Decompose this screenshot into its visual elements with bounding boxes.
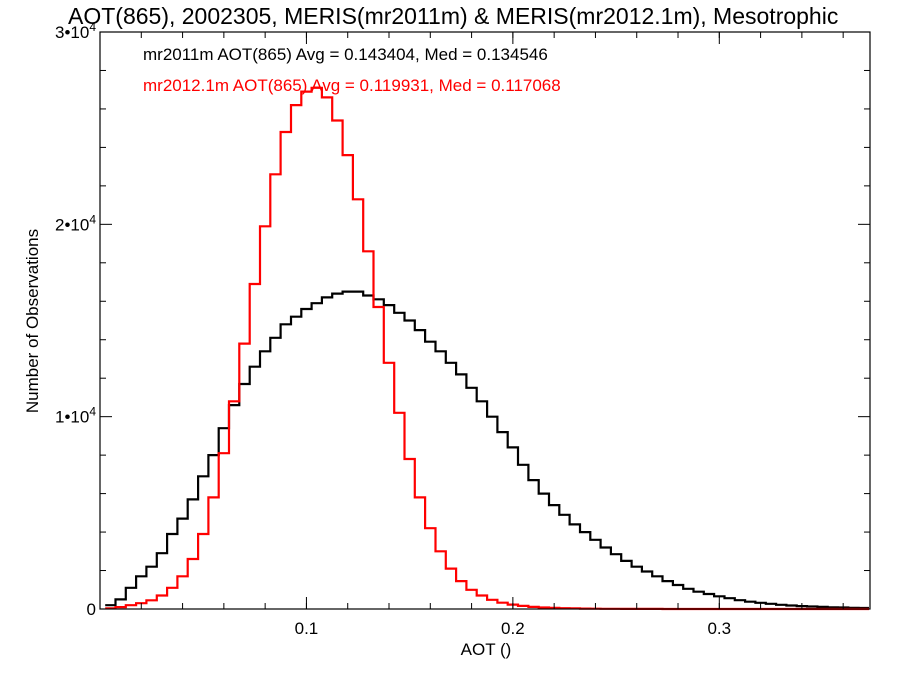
x-tick-label: 0.1 bbox=[295, 619, 319, 638]
ticks-layer: 0.1 0.2 0.3 0 1•104 2•104 3•104 bbox=[55, 20, 870, 638]
y-axis-label: Number of Observations bbox=[23, 229, 42, 413]
x-tick-label: 0.2 bbox=[501, 619, 525, 638]
chart-title: AOT(865), 2002305, MERIS(mr2011m) & MERI… bbox=[68, 3, 838, 29]
y-tick-label: 1•104 bbox=[55, 405, 96, 427]
x-tick-label: 0.3 bbox=[707, 619, 731, 638]
series-layer bbox=[105, 86, 869, 611]
series-line-mr2011m bbox=[105, 290, 869, 610]
legend-entry-mr2011m: mr2011m AOT(865) Avg = 0.143404, Med = 0… bbox=[143, 45, 548, 64]
legend-entry-mr2012-1m: mr2012.1m AOT(865) Avg = 0.119931, Med =… bbox=[143, 76, 561, 95]
series-line-mr2012-1m bbox=[105, 86, 869, 611]
y-tick-label: 3•104 bbox=[55, 20, 96, 42]
y-tick-label: 0 bbox=[87, 600, 96, 619]
y-tick-label: 2•104 bbox=[55, 212, 96, 234]
x-axis-label: AOT () bbox=[461, 640, 512, 659]
plot-frame bbox=[99, 31, 871, 610]
